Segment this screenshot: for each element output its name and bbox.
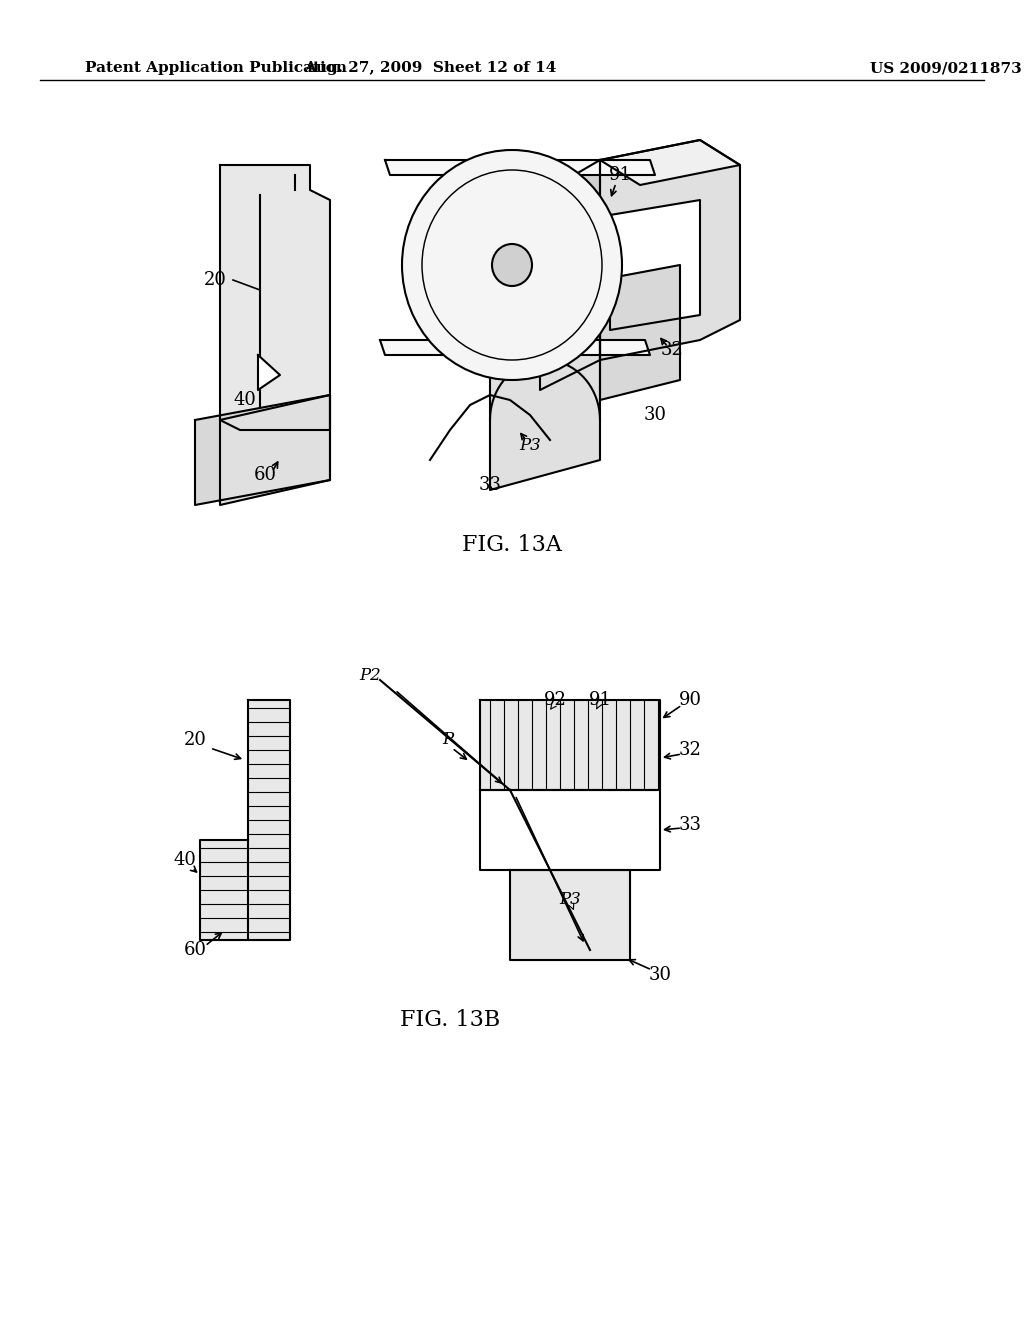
Text: P: P [442, 731, 454, 748]
Ellipse shape [492, 244, 532, 286]
Polygon shape [600, 265, 680, 400]
Text: P2: P2 [359, 667, 381, 684]
Text: 60: 60 [254, 466, 276, 484]
Text: 20: 20 [183, 731, 207, 748]
Text: 33: 33 [679, 816, 701, 834]
Text: 40: 40 [233, 391, 256, 409]
Polygon shape [600, 140, 740, 360]
Text: 91: 91 [589, 690, 611, 709]
Text: FIG. 13A: FIG. 13A [462, 535, 562, 556]
Polygon shape [600, 140, 740, 185]
Text: P3: P3 [519, 437, 541, 454]
Polygon shape [480, 700, 660, 789]
Text: Patent Application Publication: Patent Application Publication [85, 61, 347, 75]
Text: 60: 60 [183, 941, 207, 960]
Text: 40: 40 [173, 851, 197, 869]
Polygon shape [380, 341, 650, 355]
Polygon shape [195, 395, 330, 506]
Text: 92: 92 [544, 690, 566, 709]
Polygon shape [220, 165, 330, 430]
Text: 92: 92 [537, 176, 559, 194]
Text: 20: 20 [204, 271, 226, 289]
Text: 30: 30 [648, 966, 672, 983]
Polygon shape [220, 395, 330, 506]
Text: P: P [492, 166, 503, 183]
Text: P3: P3 [559, 891, 581, 908]
Text: 30: 30 [643, 407, 667, 424]
Polygon shape [610, 201, 700, 330]
Polygon shape [200, 840, 248, 940]
Text: 32: 32 [679, 741, 701, 759]
Text: 90: 90 [679, 690, 701, 709]
Text: 91: 91 [608, 166, 632, 183]
Text: Aug. 27, 2009  Sheet 12 of 14: Aug. 27, 2009 Sheet 12 of 14 [304, 61, 556, 75]
Polygon shape [510, 870, 630, 960]
Polygon shape [490, 315, 600, 490]
Text: P2: P2 [450, 177, 471, 194]
Polygon shape [540, 160, 600, 389]
Text: FIG. 13B: FIG. 13B [400, 1008, 500, 1031]
Text: US 2009/0211873 A1: US 2009/0211873 A1 [870, 61, 1024, 75]
Polygon shape [480, 789, 660, 870]
Ellipse shape [402, 150, 622, 380]
Text: 33: 33 [478, 477, 502, 494]
Polygon shape [258, 355, 280, 389]
Polygon shape [385, 160, 655, 176]
Text: 32: 32 [660, 341, 683, 359]
Polygon shape [248, 700, 290, 940]
